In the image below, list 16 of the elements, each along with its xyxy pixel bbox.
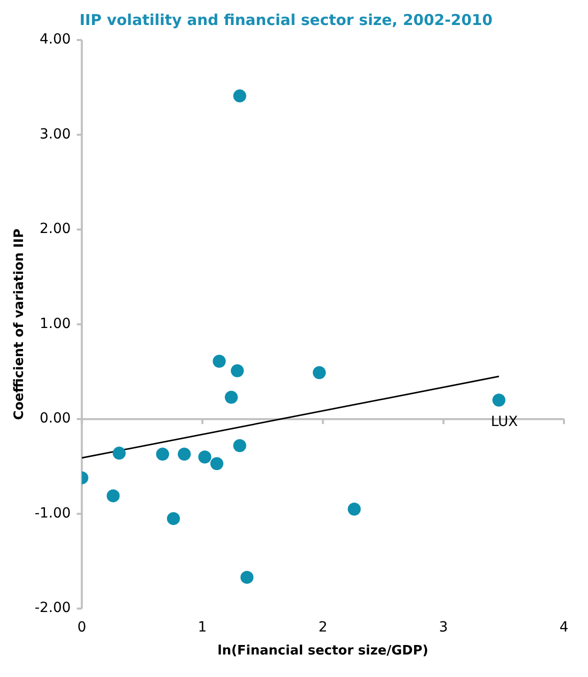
y-tick-label: 4.00 [40,32,71,48]
x-tick-label: 3 [438,620,448,636]
y-tick-label: -2.00 [34,600,71,616]
y-tick-label: 2.00 [40,221,71,238]
chart-title: IIP volatility and financial sector size, 2002-2010 [79,10,493,29]
y-tick-label: 1.00 [40,316,71,332]
y-tick-label: -1.00 [34,505,71,522]
x-tick-label: 1 [198,620,207,636]
x-axis-title: ln(Financial sector size/GDP) [218,644,428,659]
y-tick-label: 0.00 [40,410,71,427]
x-tick-label: 2 [318,620,328,636]
x-tick-label: 0 [77,620,86,636]
y-axis-title: Coefficient of variation IIP [12,228,28,420]
annotation: LUX [490,414,518,430]
y-tick-label: 3.00 [40,126,71,142]
x-tick-label: 4 [560,620,569,636]
